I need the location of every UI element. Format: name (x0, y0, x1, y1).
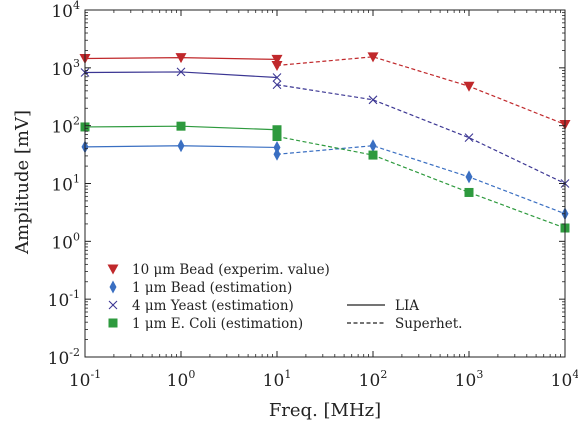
data-point (273, 140, 281, 154)
data-point (368, 95, 378, 105)
y-tick-label: 102 (51, 115, 80, 138)
series-3 (80, 67, 570, 188)
x-tick-label: 101 (263, 368, 292, 391)
data-point (271, 60, 283, 71)
data-point (272, 73, 282, 82)
marker-stroke (108, 300, 118, 310)
legend-label: 4 μm Yeast (estimation) (132, 298, 294, 314)
legend-marker (108, 300, 118, 310)
y-axis-label: Amplitude [mV] (12, 110, 33, 255)
legend-label: 1 μm E. Coli (estimation) (132, 316, 303, 332)
series-1 (79, 52, 571, 130)
y-tick-label: 100 (51, 230, 80, 253)
data-point (272, 80, 282, 90)
data-point (463, 81, 475, 92)
series-4 (80, 121, 570, 233)
data-point (465, 170, 473, 184)
data-point (176, 67, 186, 77)
legend-label: Superhet. (395, 316, 462, 332)
marker-stroke (464, 133, 474, 143)
superhet-line (276, 56, 566, 125)
lia-line (84, 71, 278, 79)
y-tick-label: 10-1 (48, 288, 80, 311)
data-point (367, 52, 379, 63)
marker-stroke (272, 80, 282, 90)
legend-marker (109, 280, 117, 294)
marker-stroke (368, 95, 378, 105)
marker-stroke (272, 73, 282, 82)
legend: 10 μm Bead (experim. value) 1 μm Bead (es… (107, 262, 462, 332)
legend-label: LIA (395, 298, 419, 314)
data-point (177, 139, 185, 153)
x-tick-label: 103 (455, 368, 484, 391)
superhet-line (276, 84, 566, 185)
y-tick-label: 103 (51, 57, 80, 80)
series-2 (81, 139, 569, 221)
superhet-line (276, 145, 566, 215)
y-tick-label: 104 (51, 0, 80, 22)
legend-label: 1 μm Bead (estimation) (132, 280, 292, 296)
superhet-line (276, 135, 566, 229)
data-point (369, 139, 377, 153)
data-point (464, 133, 474, 143)
x-tick-label: 104 (551, 368, 578, 391)
data-point (368, 150, 378, 160)
x-tick-label: 10-1 (69, 368, 101, 391)
x-tick-label: 100 (167, 368, 196, 391)
x-tick-label: 102 (359, 368, 388, 391)
y-tick-label: 10-2 (48, 346, 80, 369)
axes: 10-1 100 101 102 103 10410-210-11001011021031… (48, 0, 578, 391)
data-point (176, 121, 186, 131)
marker-stroke (176, 67, 186, 77)
y-tick-label: 101 (51, 173, 80, 196)
data-point (464, 187, 474, 197)
data-point (272, 125, 282, 135)
data-point (273, 147, 281, 161)
plot-area (79, 52, 571, 233)
data-point (271, 54, 283, 65)
x-axis-label: Freq. [MHz] (269, 400, 381, 421)
legend-marker (108, 318, 118, 328)
data-point (272, 131, 282, 141)
legend-marker (107, 264, 119, 275)
data-point (175, 53, 187, 64)
legend-label: 10 μm Bead (experim. value) (132, 262, 330, 278)
